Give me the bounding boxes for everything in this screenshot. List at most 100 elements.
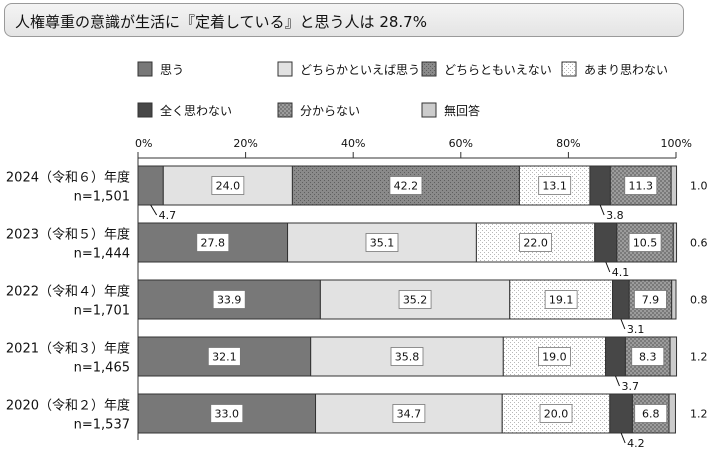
x-tick-label: 40% xyxy=(341,137,365,150)
chart-title: 人権尊重の意識が生活に『定着している』と思う人は 28.7% xyxy=(15,13,427,31)
data-label-box xyxy=(538,176,572,195)
bar-segment xyxy=(605,336,626,377)
row-label-year: 2022（令和４）年度 xyxy=(6,284,130,300)
bar-segment xyxy=(137,165,164,206)
data-label: 33.9 xyxy=(217,294,242,307)
title-box: 人権尊重の意識が生活に『定着している』と思う人は 28.7% xyxy=(4,3,684,37)
legend-swatch xyxy=(277,61,293,77)
x-tick-label: 60% xyxy=(449,137,473,150)
legend-swatch xyxy=(137,61,153,77)
bar-segment xyxy=(594,222,618,263)
data-label: 0.6 xyxy=(690,237,708,250)
data-label: 3.7 xyxy=(621,380,639,393)
data-label-box xyxy=(392,404,426,423)
data-label: 19.1 xyxy=(549,294,574,307)
data-label-box xyxy=(210,404,244,423)
data-label-box xyxy=(631,347,665,366)
bar-segment xyxy=(137,393,317,434)
row-label-n: n=1,701 xyxy=(74,304,130,319)
bar-segment xyxy=(589,165,611,206)
data-label-box xyxy=(634,404,668,423)
x-tick-label: 100% xyxy=(661,137,692,150)
bar-segment xyxy=(310,336,504,377)
row-label-year: 2021（令和３）年度 xyxy=(6,341,130,357)
data-label: 24.0 xyxy=(216,180,241,193)
bar-segment xyxy=(672,222,678,263)
x-tick-label: 80% xyxy=(556,137,580,150)
data-label-box xyxy=(389,176,423,195)
row-label-year: 2023（令和５）年度 xyxy=(6,227,130,243)
data-callout-line xyxy=(620,318,626,330)
data-label-box xyxy=(544,290,578,309)
x-tick-label: 0% xyxy=(135,137,152,150)
bar-segment xyxy=(670,165,678,206)
data-label: 27.8 xyxy=(201,237,226,250)
data-label: 0.8 xyxy=(690,294,708,307)
legend-swatch xyxy=(421,61,437,77)
data-label: 32.1 xyxy=(212,351,237,364)
data-label: 1.2 xyxy=(690,351,708,364)
data-label-box xyxy=(390,347,424,366)
data-callout-line xyxy=(615,375,620,387)
data-label: 33.0 xyxy=(215,408,240,421)
data-label-box xyxy=(624,176,658,195)
bar-segment xyxy=(669,336,678,377)
data-label: 8.3 xyxy=(639,351,657,364)
data-label: 4.7 xyxy=(159,209,177,222)
data-label-box xyxy=(196,233,230,252)
data-label-box xyxy=(212,290,246,309)
legend-swatch xyxy=(277,102,293,118)
data-label-box xyxy=(211,176,245,195)
data-callout-line xyxy=(605,261,611,273)
legend-label: 思う xyxy=(160,63,184,77)
legend-label: 分からない xyxy=(300,104,360,118)
legend-label: どちらかといえば思う xyxy=(300,63,420,77)
data-label: 34.7 xyxy=(397,408,422,421)
data-callout-line xyxy=(150,204,158,216)
row-label-n: n=1,537 xyxy=(74,418,130,433)
data-label: 7.9 xyxy=(642,294,660,307)
data-label: 13.1 xyxy=(542,180,567,193)
row-label-n: n=1,465 xyxy=(74,361,130,376)
data-label: 35.8 xyxy=(395,351,420,364)
data-label-box xyxy=(539,404,573,423)
data-label: 1.2 xyxy=(690,408,708,421)
data-label: 11.3 xyxy=(629,180,654,193)
data-label: 20.0 xyxy=(544,408,569,421)
data-label: 4.1 xyxy=(612,266,630,279)
data-label: 19.0 xyxy=(542,351,567,364)
data-label-box xyxy=(538,347,571,366)
legend-swatch xyxy=(421,102,437,118)
data-callout-line xyxy=(620,432,626,444)
bar-segment xyxy=(612,279,630,320)
legend-swatch xyxy=(561,61,577,77)
data-label: 42.2 xyxy=(394,180,419,193)
legend-label: 全く思わない xyxy=(160,103,232,118)
data-label-box xyxy=(634,290,667,309)
row-label-n: n=1,501 xyxy=(74,190,130,205)
legend-label: あまり思わない xyxy=(584,63,668,77)
data-label-box xyxy=(207,347,241,366)
data-label: 3.8 xyxy=(606,209,624,222)
row-label-n: n=1,444 xyxy=(74,247,130,262)
data-label: 22.0 xyxy=(523,237,548,250)
data-callout-line xyxy=(599,204,605,216)
data-label-box xyxy=(398,290,432,309)
data-label: 6.8 xyxy=(642,408,660,421)
bar-segment xyxy=(671,279,677,320)
bar-segment xyxy=(609,393,633,434)
data-label: 35.2 xyxy=(403,294,428,307)
bar-segment xyxy=(668,393,676,434)
legend-label: どちらともいえない xyxy=(444,63,552,77)
data-label: 35.1 xyxy=(370,237,395,250)
data-label-box xyxy=(365,233,399,252)
data-label-box xyxy=(519,233,552,252)
row-label-year: 2020（令和２）年度 xyxy=(6,398,130,414)
data-label: 3.1 xyxy=(627,323,645,336)
data-label: 10.5 xyxy=(633,237,658,250)
row-label-year: 2024（令和６）年度 xyxy=(6,170,130,186)
bars: 2024（令和６）年度 n=1,501 4.7 24.0 42.2 13.1 3.8 11.3… xyxy=(6,165,708,450)
legend-label: 無回答 xyxy=(444,103,480,118)
